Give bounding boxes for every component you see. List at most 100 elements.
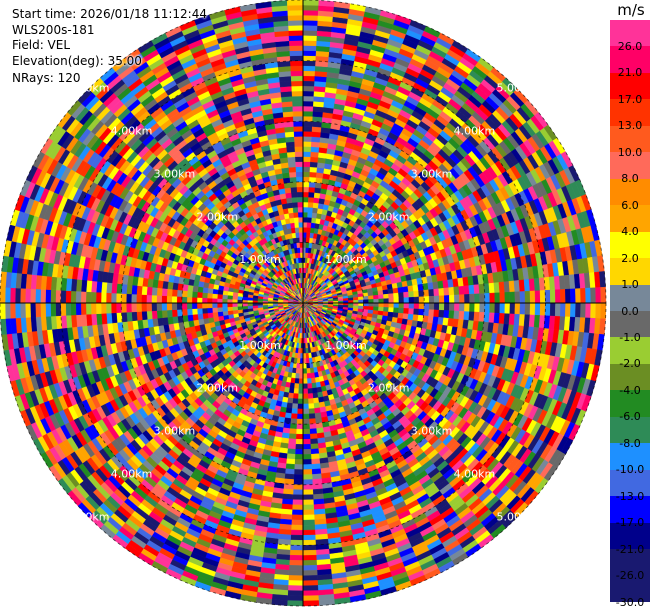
velocity-gate (302, 413, 310, 420)
velocity-gate (302, 383, 308, 390)
velocity-gate (284, 473, 295, 480)
velocity-gate (293, 479, 304, 486)
velocity-gate (305, 363, 311, 369)
velocity-gate (458, 310, 465, 321)
velocity-gate (302, 438, 311, 445)
velocity-gate (308, 403, 315, 410)
velocity-gate (312, 397, 320, 404)
velocity-gate (544, 302, 551, 317)
velocity-gate (468, 284, 475, 295)
velocity-gate (291, 504, 304, 511)
velocity-gate (294, 459, 304, 465)
velocity-gate (302, 570, 318, 576)
velocity-gate (302, 95, 315, 102)
velocity-gate (402, 313, 409, 320)
velocity-gate (302, 514, 315, 521)
velocity-gate (534, 290, 541, 304)
velocity-gate (302, 393, 309, 400)
velocity-gate (302, 105, 314, 112)
velocity-gate (302, 565, 318, 571)
velocity-gate (489, 302, 496, 314)
velocity-gate (519, 302, 526, 315)
velocity-gate (312, 478, 323, 485)
velocity-gate (302, 166, 311, 173)
velocity-gate (291, 403, 298, 410)
velocity-gate (554, 289, 561, 304)
velocity-gate (312, 392, 319, 399)
velocity-gate (311, 473, 322, 480)
velocity-gate (559, 289, 566, 304)
velocity-gate (412, 314, 419, 322)
velocity-gate (312, 121, 323, 128)
velocity-gate (302, 509, 315, 516)
velocity-gate (302, 131, 313, 137)
velocity-gate (428, 309, 435, 317)
velocity-gate (474, 302, 480, 313)
velocity-gate (413, 296, 420, 304)
velocity-gate (284, 468, 295, 475)
velocity-gate (499, 292, 506, 304)
velocity-gate (580, 302, 587, 319)
velocity-gate (418, 290, 425, 298)
velocity-gate (302, 504, 315, 511)
velocity-gate (302, 373, 308, 379)
velocity-gate (308, 191, 315, 198)
velocity-gate (473, 284, 480, 295)
velocity-gate (302, 216, 308, 223)
velocity-gate (302, 423, 310, 430)
velocity-gate (494, 302, 501, 314)
velocity-gate (302, 100, 314, 107)
velocity-gate (307, 393, 314, 400)
velocity-gate (484, 293, 491, 304)
velocity-gate (454, 294, 460, 304)
velocity-gate (549, 289, 556, 304)
velocity-gate (443, 287, 450, 296)
velocity-gate (310, 377, 316, 384)
velocity-gate (393, 292, 400, 299)
velocity-gate (302, 151, 312, 157)
velocity-gate (318, 0, 335, 7)
velocity-gate (307, 388, 313, 394)
velocity-gate (397, 286, 404, 294)
velocity-gate (299, 363, 304, 369)
velocity-gate (458, 285, 465, 296)
velocity-gate (398, 292, 405, 299)
velocity-gate (438, 287, 445, 297)
velocity-gate (307, 206, 314, 213)
velocity-gate (433, 302, 440, 311)
velocity-gate (302, 0, 320, 6)
velocity-gate (302, 418, 310, 425)
velocity-gate (347, 297, 354, 301)
velocity-gate (293, 383, 299, 389)
velocity-gate (544, 289, 551, 304)
velocity-gate (302, 186, 310, 193)
velocity-gate (309, 433, 318, 440)
velocity-gate (287, 580, 304, 587)
velocity-gate (444, 295, 450, 304)
velocity-gate (310, 448, 320, 455)
velocity-gate (388, 293, 394, 299)
velocity-gate (363, 302, 369, 307)
velocity-gate (295, 433, 304, 440)
velocity-gate (302, 534, 316, 541)
velocity-gate (302, 433, 311, 440)
velocity-gate (302, 45, 317, 52)
velocity-gate (408, 308, 415, 315)
velocity-gate (302, 65, 316, 72)
velocity-gate (504, 291, 511, 304)
velocity-gate (449, 302, 455, 312)
velocity-gate (494, 292, 501, 304)
velocity-gate (290, 524, 304, 531)
velocity-gate (403, 291, 410, 298)
velocity-gate (383, 298, 390, 304)
velocity-gate (479, 302, 486, 313)
velocity-gate (302, 227, 308, 233)
velocity-gate (418, 296, 425, 304)
velocity-gate (302, 161, 311, 168)
velocity-gate (575, 302, 581, 318)
velocity-gate (309, 166, 318, 173)
velocity-gate (285, 458, 296, 465)
velocity-gate (469, 293, 475, 304)
velocity-gate (428, 302, 435, 311)
velocity-gate (412, 284, 419, 292)
